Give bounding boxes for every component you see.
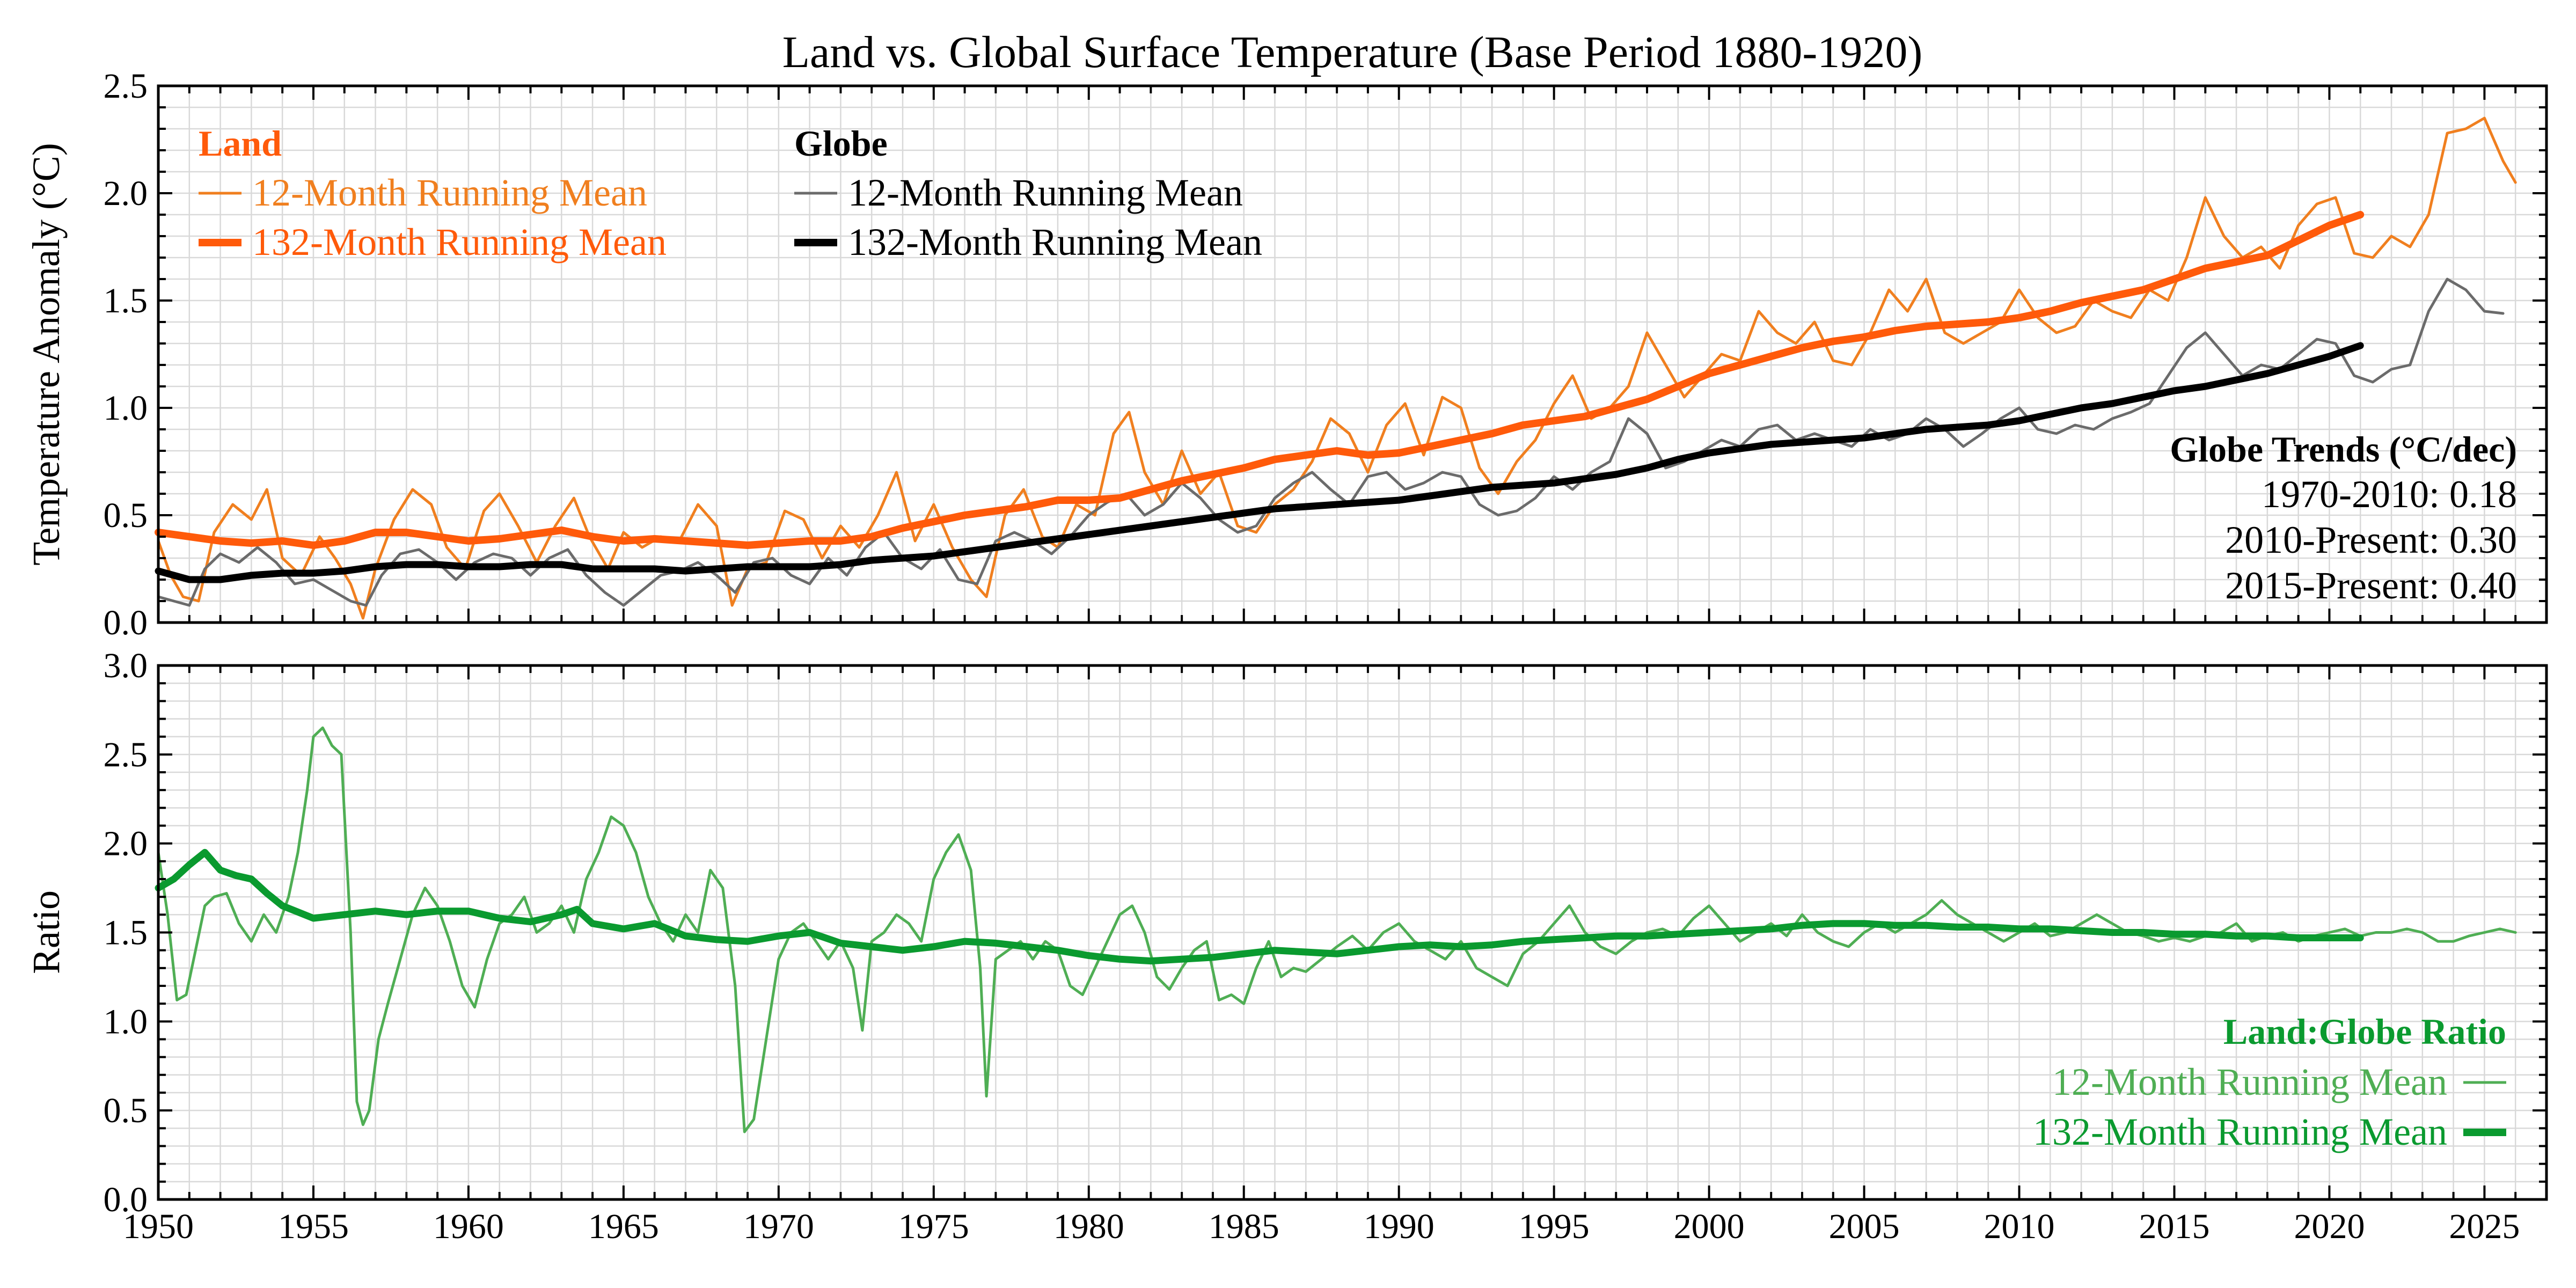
x-tick-label: 1980: [1053, 1207, 1124, 1246]
y-tick-label: 3.0: [104, 646, 148, 685]
x-tick-label: 2015: [2139, 1207, 2209, 1246]
globe-trends-annotation: Globe Trends (°C/dec) 1970-2010: 0.18 20…: [2170, 429, 2517, 607]
x-tick-label: 2010: [1984, 1207, 2055, 1246]
x-tick-label: 1960: [433, 1207, 504, 1246]
y-tick-label: 1.0: [104, 389, 148, 428]
x-tick-label: 1965: [588, 1207, 659, 1246]
ratio-series: [155, 726, 2517, 1133]
trend-2015-present: 2015-Present: 0.40: [2225, 564, 2517, 607]
legend-ratio-title: Land:Globe Ratio: [2223, 1011, 2506, 1052]
y-tick-label: 2.5: [104, 67, 148, 106]
temperature-ticks: 0.0 0.5 1.0 1.5 2.0 2.5: [104, 67, 2548, 642]
y-tick-label: 1.0: [104, 1002, 148, 1041]
y-tick-label: 0.0: [104, 603, 148, 642]
temperature-series: [155, 116, 2517, 620]
y-tick-label: 0.5: [104, 496, 148, 535]
ratio-132-month-line: [155, 848, 2364, 965]
y-tick-label: 1.5: [104, 281, 148, 320]
globe-132-month-line: [155, 342, 2364, 583]
trend-2010-present: 2010-Present: 0.30: [2225, 518, 2517, 561]
legend-land-title: Land: [199, 123, 282, 164]
y-tick-label: 2.0: [104, 824, 148, 863]
ratio-panel: 1950 1955 1960 1965 1970 1975 1980 1985 1990 1995…: [25, 646, 2548, 1246]
legend-globe: Globe 12-Month Running Mean 132-Month Ru…: [794, 123, 1262, 264]
y-tick-label: 2.5: [104, 735, 148, 774]
land-132-month-line: [155, 211, 2365, 549]
legend-ratio-12-label: 12-Month Running Mean: [2052, 1060, 2447, 1103]
legend-land-132-label: 132-Month Running Mean: [252, 221, 667, 264]
x-tick-label: 2025: [2449, 1207, 2520, 1246]
trends-title: Globe Trends (°C/dec): [2170, 429, 2517, 470]
x-tick-label: 1995: [1519, 1207, 1590, 1246]
globe-12-month-line: [157, 277, 2505, 607]
legend-globe-12-label: 12-Month Running Mean: [848, 171, 1243, 214]
y-tick-label: 0.0: [104, 1180, 148, 1219]
legend-land-12-label: 12-Month Running Mean: [252, 171, 647, 214]
x-tick-label: 1990: [1364, 1207, 1435, 1246]
x-tick-label: 1975: [898, 1207, 969, 1246]
ratio-ylabel: Ratio: [25, 890, 68, 974]
legend-land: Land 12-Month Running Mean 132-Month Run…: [199, 123, 667, 264]
x-tick-label: 1950: [123, 1207, 194, 1246]
x-tick-label: 2005: [1829, 1207, 1900, 1246]
ratio-12-month-line: [157, 726, 2517, 1133]
temperature-ylabel: Temperature Anomaly (°C): [25, 143, 68, 566]
y-tick-label: 1.5: [104, 913, 148, 953]
trend-1970-2010: 1970-2010: 0.18: [2262, 473, 2517, 516]
temperature-grid: [157, 86, 2548, 623]
x-tick-label: 1970: [743, 1207, 814, 1246]
legend-ratio-132-label: 132-Month Running Mean: [2033, 1110, 2447, 1153]
ratio-ticks: 1950 1955 1960 1965 1970 1975 1980 1985 1990 1995…: [104, 646, 2548, 1246]
chart-title: Land vs. Global Surface Temperature (Bas…: [782, 27, 1923, 77]
temperature-panel: 0.0 0.5 1.0 1.5 2.0 2.5 Temperature Anomaly (…: [25, 67, 2548, 642]
legend-globe-132-label: 132-Month Running Mean: [848, 221, 1262, 264]
legend-globe-title: Globe: [794, 123, 888, 164]
x-tick-label: 2020: [2294, 1207, 2365, 1246]
temperature-frame: [157, 84, 2548, 624]
land-12-month-line: [157, 116, 2517, 620]
x-tick-label: 2000: [1674, 1207, 1745, 1246]
y-tick-label: 0.5: [104, 1091, 148, 1130]
x-tick-label: 1985: [1209, 1207, 1279, 1246]
x-tick-label: 1955: [278, 1207, 349, 1246]
y-tick-label: 2.0: [104, 174, 148, 213]
legend-ratio: Land:Globe Ratio 12-Month Running Mean 1…: [2033, 1011, 2506, 1153]
